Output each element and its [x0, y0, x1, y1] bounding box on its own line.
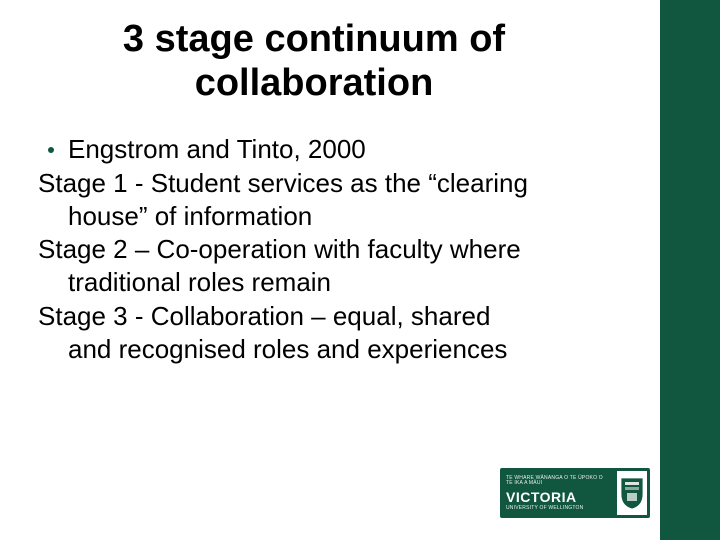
- bullet-icon: [48, 147, 54, 153]
- stage-2: Stage 2 – Co-operation with faculty wher…: [38, 233, 630, 300]
- stage-3: Stage 3 - Collaboration – equal, shared …: [38, 300, 630, 367]
- stage-2-line-1: Stage 2 – Co-operation with faculty wher…: [38, 233, 630, 266]
- title-line-1: 3 stage continuum of: [123, 18, 505, 60]
- stage-3-line-1: Stage 3 - Collaboration – equal, shared: [38, 300, 630, 333]
- stage-1-line-2: house” of information: [38, 200, 630, 233]
- university-logo: TE WHARE WĀNANGA O TE ŪPOKO O TE IKA A M…: [500, 468, 650, 518]
- stage-2-line-2: traditional roles remain: [38, 266, 630, 299]
- brand-sidebar: [660, 0, 720, 540]
- slide-body: Engstrom and Tinto, 2000 Stage 1 - Stude…: [38, 133, 630, 366]
- slide-title: 3 stage continuum of collaboration: [38, 18, 630, 105]
- stage-1: Stage 1 - Student services as the “clear…: [38, 167, 630, 234]
- logo-tagline: TE WHARE WĀNANGA O TE ŪPOKO O TE IKA A M…: [506, 476, 608, 487]
- logo-name: VICTORIA: [506, 489, 608, 505]
- stage-3-line-2: and recognised roles and experiences: [38, 333, 630, 366]
- crest-icon: [619, 476, 645, 510]
- logo-text-block: TE WHARE WĀNANGA O TE ŪPOKO O TE IKA A M…: [500, 468, 614, 518]
- logo-subtitle: UNIVERSITY OF WELLINGTON: [506, 505, 608, 511]
- title-line-2: collaboration: [195, 62, 434, 104]
- slide-content: 3 stage continuum of collaboration Engst…: [0, 0, 660, 540]
- bullet-item: Engstrom and Tinto, 2000: [38, 133, 630, 166]
- bullet-text: Engstrom and Tinto, 2000: [68, 133, 366, 166]
- stage-1-line-1: Stage 1 - Student services as the “clear…: [38, 167, 630, 200]
- logo-crest-panel: [617, 471, 647, 515]
